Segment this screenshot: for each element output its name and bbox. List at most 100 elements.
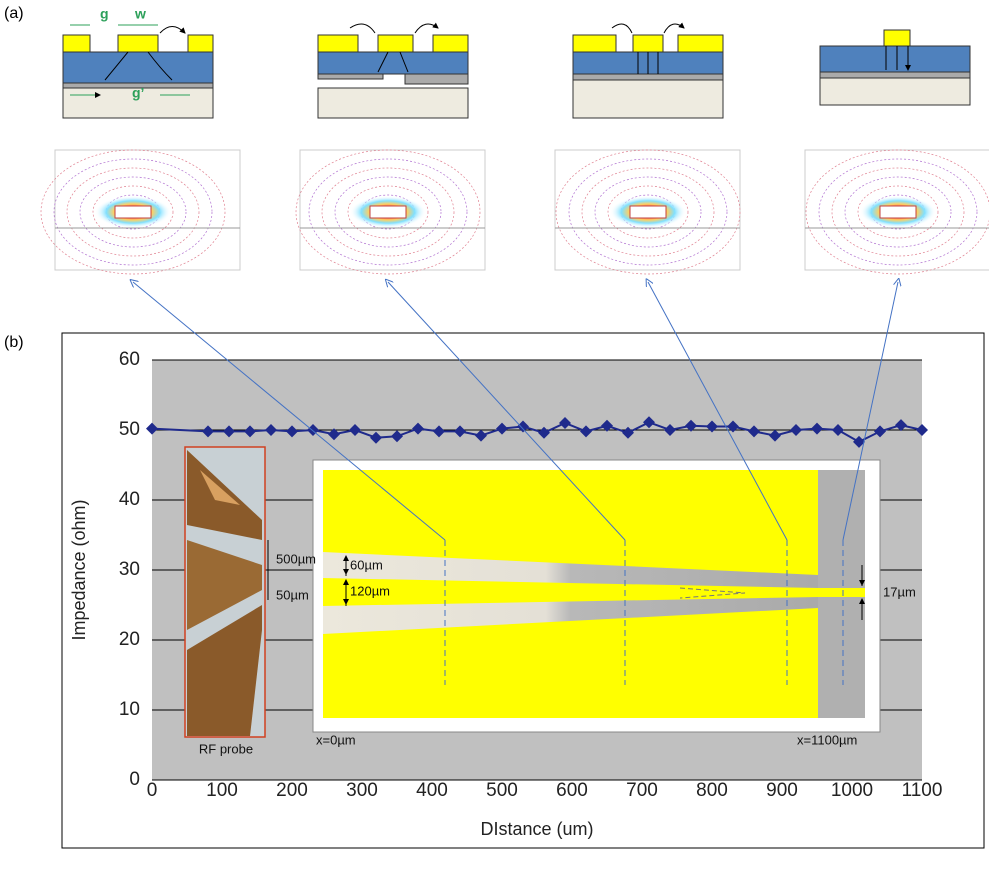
conductor: [629, 205, 667, 219]
y-tick-label: 10: [119, 699, 140, 720]
field-line: [53, 158, 213, 266]
connector: [133, 282, 898, 541]
x-tick-label: 200: [276, 780, 308, 801]
y-tick-label: 40: [119, 489, 140, 510]
rf-probe: [184, 446, 269, 738]
data-point: [895, 419, 907, 432]
inset: [312, 459, 881, 733]
field-line: [844, 176, 952, 248]
data-point: [223, 425, 235, 438]
x-tick-label: 300: [346, 780, 378, 801]
data-point: [664, 424, 676, 436]
field-plots: [40, 149, 989, 275]
x-tick-label: 500: [486, 780, 518, 801]
field-line: [321, 167, 455, 257]
field-line: [857, 185, 939, 239]
x-tick-label: 900: [766, 780, 798, 801]
y-tick-label: 30: [119, 559, 140, 580]
data-point: [202, 425, 214, 438]
dimension-label: 120µm: [350, 583, 390, 598]
field-plot: [54, 149, 241, 271]
data-point: [454, 425, 466, 438]
dimension-label: 17µm: [883, 584, 916, 599]
dimension-label: 60µm: [350, 557, 383, 572]
field-line: [805, 149, 989, 275]
position-label: x=1100µm: [797, 732, 857, 747]
data-point: [538, 426, 550, 439]
x-tick-label: 1000: [831, 780, 873, 801]
position-label: x=0µm: [316, 732, 356, 747]
data-point: [475, 429, 487, 442]
data-point: [748, 425, 760, 438]
y-tick-label: 0: [129, 769, 140, 790]
field-line: [347, 185, 429, 239]
data-point: [412, 422, 424, 435]
field-line: [607, 185, 689, 239]
data-point: [433, 425, 445, 438]
cross-section: [62, 24, 971, 119]
y-tick-label: 60: [119, 349, 140, 370]
field-line: [555, 149, 741, 275]
data-point: [265, 424, 277, 436]
dimension-label: 50µm: [276, 587, 309, 602]
field-line: [92, 185, 174, 239]
probe-label: RF probe: [199, 741, 253, 756]
data-point: [328, 428, 340, 441]
label-g-prime: g’: [132, 85, 144, 101]
conductor: [114, 205, 152, 219]
data-point: [916, 424, 928, 436]
field-line: [79, 176, 187, 248]
field-line: [295, 149, 481, 275]
data-point: [853, 435, 865, 448]
data-point: [622, 426, 634, 439]
panel-label: (a): [4, 5, 24, 22]
data-point: [706, 420, 718, 433]
data-point: [517, 420, 529, 433]
data-point: [496, 422, 508, 435]
data-point: [685, 419, 697, 432]
data-point: [811, 422, 823, 435]
x-axis-label: DIstance (um): [480, 819, 593, 839]
field-line: [818, 158, 978, 266]
field-line: [66, 167, 200, 257]
data-point: [349, 424, 361, 436]
field-line: [334, 176, 442, 248]
data-point: [601, 419, 613, 432]
data-point: [286, 425, 298, 438]
y-tick-label: 50: [119, 419, 140, 440]
x-tick-label: 800: [696, 780, 728, 801]
data-point: [244, 425, 256, 438]
data-point: [146, 422, 158, 435]
x-tick-label: 0: [147, 780, 158, 801]
y-tick-label: 20: [119, 629, 140, 650]
x-tick-label: 600: [556, 780, 588, 801]
field-line: [568, 158, 728, 266]
x-tick-label: 400: [416, 780, 448, 801]
conductor: [369, 205, 407, 219]
panel-label: (b): [4, 334, 24, 351]
field-line: [40, 149, 226, 275]
field-line: [594, 176, 702, 248]
data-point: [874, 425, 886, 438]
data-point: [727, 420, 739, 433]
x-tick-label: 700: [626, 780, 658, 801]
label-w: w: [134, 6, 146, 22]
conductor: [879, 205, 917, 219]
data-point: [769, 429, 781, 442]
field-line: [831, 167, 965, 257]
field-line: [581, 167, 715, 257]
dimension-label: 500µm: [276, 551, 316, 566]
y-axis-label: Impedance (ohm): [69, 499, 89, 640]
field-line: [308, 158, 468, 266]
data-point: [370, 431, 382, 444]
data-point: [559, 417, 571, 429]
data-point: [643, 416, 655, 429]
x-tick-label: 1100: [902, 780, 943, 801]
x-tick-label: 100: [206, 780, 238, 801]
data-point: [391, 430, 403, 443]
data-point: [832, 424, 844, 436]
label-g: g: [100, 6, 109, 22]
data-point: [790, 424, 802, 436]
data-point: [580, 425, 592, 438]
